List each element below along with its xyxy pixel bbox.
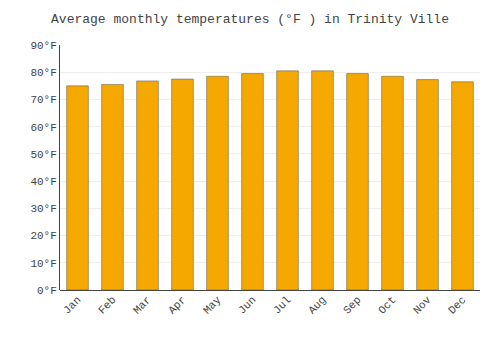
svg-text:Feb: Feb: [96, 294, 118, 316]
svg-text:Jun: Jun: [236, 294, 258, 316]
svg-text:Apr: Apr: [166, 294, 188, 316]
svg-text:0°F: 0°F: [37, 285, 57, 297]
svg-text:Jul: Jul: [271, 294, 293, 316]
svg-text:Sep: Sep: [341, 294, 363, 316]
svg-text:Jan: Jan: [61, 294, 83, 316]
svg-text:10°F: 10°F: [30, 258, 56, 270]
svg-text:Average monthly temperatures (: Average monthly temperatures (°F ) in Tr…: [51, 12, 449, 27]
svg-text:70°F: 70°F: [30, 94, 56, 106]
svg-text:May: May: [201, 294, 224, 317]
svg-text:30°F: 30°F: [30, 203, 56, 215]
svg-text:Dec: Dec: [446, 294, 468, 316]
svg-text:20°F: 20°F: [30, 230, 56, 242]
svg-text:80°F: 80°F: [30, 67, 56, 79]
svg-text:Aug: Aug: [306, 294, 328, 316]
svg-text:50°F: 50°F: [30, 149, 56, 161]
svg-text:40°F: 40°F: [30, 176, 56, 188]
svg-text:Mar: Mar: [131, 294, 153, 316]
svg-text:90°F: 90°F: [30, 40, 56, 52]
svg-text:Nov: Nov: [411, 294, 434, 317]
svg-text:60°F: 60°F: [30, 122, 56, 134]
svg-text:Oct: Oct: [376, 294, 398, 316]
